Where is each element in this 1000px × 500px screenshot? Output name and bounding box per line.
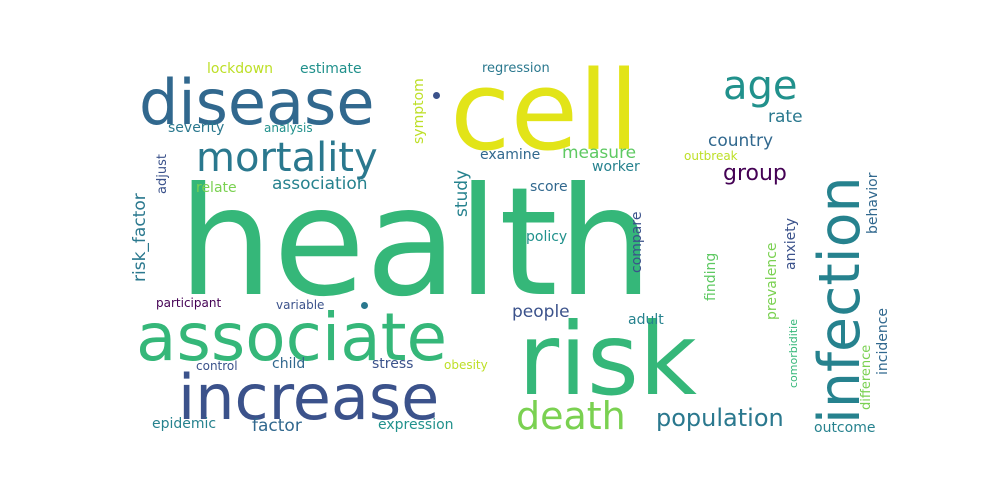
word-child: child — [272, 356, 306, 372]
word-study: study — [452, 169, 472, 217]
word-incidence: incidence — [875, 307, 891, 375]
word-epidemic: epidemic — [152, 416, 217, 432]
dot-top — [433, 92, 440, 99]
word-participant: participant — [156, 296, 222, 310]
word-analysis: analysis — [264, 121, 313, 135]
word-policy: policy — [526, 229, 568, 245]
dot-middle — [361, 302, 368, 309]
word-severity: severity — [168, 120, 225, 136]
word-worker: worker — [592, 159, 640, 175]
word-population: population — [656, 404, 784, 432]
word-rate: rate — [768, 107, 803, 127]
word-disease: disease — [139, 66, 375, 139]
word-death: death — [516, 394, 626, 438]
word-finding: finding — [703, 252, 719, 301]
word-group: group — [723, 161, 787, 186]
word-prevalence: prevalence — [764, 242, 780, 321]
word-control: control — [196, 359, 238, 373]
word-estimate: estimate — [300, 61, 362, 77]
word-age: age — [723, 63, 798, 109]
word-comorbiditie: comorbiditie — [787, 319, 800, 388]
word-compare: compare — [629, 211, 645, 273]
word-increase: increase — [178, 361, 440, 434]
word-outbreak: outbreak — [684, 149, 738, 163]
word-symptom: symptom — [411, 78, 427, 144]
word-risk: risk — [518, 301, 697, 418]
word-stress: stress — [372, 356, 414, 372]
word-adjust: adjust — [155, 154, 170, 194]
word-associate: associate — [136, 299, 448, 376]
word-risk-factor: risk_factor — [130, 193, 150, 282]
word-cell: cell — [450, 47, 640, 175]
word-health: health — [178, 156, 653, 330]
word-obesity: obesity — [444, 358, 488, 372]
word-measure: measure — [562, 143, 637, 163]
word-score: score — [530, 179, 568, 195]
word-association: association — [272, 174, 368, 194]
word-regression: regression — [482, 61, 550, 76]
word-expression: expression — [378, 417, 454, 433]
word-examine: examine — [480, 147, 541, 163]
word-adult: adult — [628, 312, 664, 328]
word-mortality: mortality — [196, 135, 378, 181]
word-difference: difference — [859, 344, 874, 410]
word-variable: variable — [276, 298, 325, 312]
word-factor: factor — [252, 416, 302, 436]
word-lockdown: lockdown — [207, 61, 274, 77]
word-country: country — [708, 131, 774, 151]
word-people: people — [512, 302, 570, 322]
word-behavior: behavior — [865, 172, 881, 234]
word-outcome: outcome — [814, 420, 876, 436]
word-anxiety: anxiety — [783, 217, 799, 270]
word-relate: relate — [196, 180, 237, 196]
